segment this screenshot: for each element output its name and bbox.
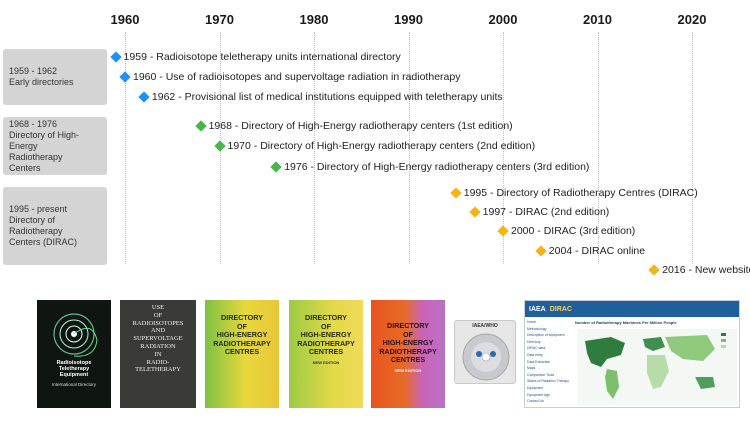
map-title: Number of Radiotherapy Machines Per Mill…: [575, 320, 677, 325]
timeline-event: 1962 - Provisional list of medical insti…: [138, 90, 503, 104]
diamond-marker-icon: [109, 51, 122, 63]
event-label: 1968 - Directory of High-Energy radiothe…: [208, 120, 513, 132]
event-label: 1995 - Directory of Radiotherapy Centres…: [463, 187, 698, 199]
gridline-2000: [503, 32, 504, 264]
timeline-event: 2000 - DIRAC (3rd edition): [497, 224, 636, 238]
timeline-event: 1960 - Use of radioisotopes and supervol…: [119, 70, 461, 84]
diamond-marker-icon: [497, 225, 509, 237]
website-nav-item[interactable]: Maps: [527, 366, 536, 371]
period-range: 1959 - 1962: [9, 66, 58, 76]
website-nav-item[interactable]: Contact Us: [527, 399, 544, 404]
cover-title: DIRECTORY OF HIGH-ENERGY RADIOTHERAPY CE…: [379, 321, 437, 364]
website-nav-item[interactable]: DIRAC data: [527, 346, 546, 351]
diamond-marker-icon: [535, 245, 547, 257]
website-nav-item[interactable]: Home: [527, 320, 537, 324]
website-nav-item[interactable]: Status of Radiation Therapy Equipment: [527, 379, 569, 390]
period-box: 1959 - 1962 Early directories: [3, 49, 107, 105]
timeline-event: 1970 - Directory of High-Energy radiothe…: [213, 139, 536, 153]
gridline-2010: [597, 32, 599, 264]
event-label: 2000 - DIRAC (3rd edition): [511, 225, 636, 237]
website-nav-item[interactable]: Data entry: [527, 352, 543, 357]
diamond-marker-icon: [648, 264, 660, 276]
dirac-cd: IAEA/WHO: [454, 320, 516, 384]
iaea-logo: IAEA: [529, 305, 546, 313]
diamond-marker-icon: [270, 161, 282, 173]
year-label-2000: 2000: [488, 12, 518, 27]
event-label: 1976 - Directory of High-Energy radiothe…: [284, 161, 590, 173]
event-label: 2004 - DIRAC online: [548, 245, 646, 257]
gridline-2020: [692, 32, 693, 264]
cover-directory-3rd-edition: DIRECTORY OF HIGH-ENERGY RADIOTHERAPY CE…: [371, 300, 445, 408]
dirac-logo: DIRAC: [549, 305, 572, 313]
timeline-event: 1976 - Directory of High-Energy radiothe…: [270, 160, 590, 174]
timeline-event: 1959 - Radioisotope teletherapy units in…: [109, 50, 401, 64]
timeline: 1960 1970 1980 1990 2000 2010 2020 1959 - 1962 E…: [3, 12, 750, 276]
event-label: 1997 - DIRAC (2nd edition): [482, 206, 610, 218]
cover-radioisotope-teletherapy: Radioisotope Teletherapy Equipment Inter…: [37, 300, 111, 408]
event-label: 1959 - Radioisotope teletherapy units in…: [123, 51, 401, 63]
website-nav-item[interactable]: Methodology: [527, 326, 547, 331]
event-label: 1962 - Provisional list of medical insti…: [151, 91, 503, 103]
timeline-event: 1968 - Directory of High-Energy radiothe…: [194, 119, 513, 133]
year-label-2010: 2010: [583, 12, 612, 27]
diamond-marker-icon: [450, 187, 462, 199]
period-range: 1995 - present: [9, 204, 68, 214]
cover-subtitle: NEW EDITION: [394, 368, 422, 373]
world-map: [577, 329, 737, 405]
year-label-2020: 2020: [677, 12, 707, 27]
period-box: 1995 - present Directory of Radiotherapy …: [3, 187, 107, 265]
cover-title: USE OF RADIOISOTOPES AND SUPERVOLTAGE RA…: [132, 304, 184, 374]
cd-disc-icon: [462, 333, 510, 381]
event-label: 1970 - Directory of High-Energy radiothe…: [227, 140, 536, 152]
year-label-1970: 1970: [205, 12, 234, 27]
website-nav-item[interactable]: Comparison Tools: [527, 372, 555, 377]
event-label: 1960 - Use of radioisotopes and supervol…: [133, 71, 461, 83]
cover-use-of-radioisotopes: USE OF RADIOISOTOPES AND SUPERVOLTAGE RA…: [120, 300, 196, 408]
website-nav-item[interactable]: Directory: [527, 339, 541, 344]
timeline-event: 1995 - Directory of Radiotherapy Centres…: [450, 186, 698, 200]
year-label-1990: 1990: [394, 12, 423, 27]
website-header: IAEA DIRAC: [525, 301, 739, 317]
cover-title: DIRECTORY OF HIGH-ENERGY RADIOTHERAPY CE…: [213, 313, 271, 356]
period-name: Directory of High-Energy Radiotherapy Ce…: [9, 129, 80, 173]
gridline-1960: [125, 32, 126, 264]
diamond-marker-icon: [138, 91, 150, 103]
year-label-1960: 1960: [110, 12, 140, 27]
period-range: 1968 - 1976: [9, 118, 58, 129]
spiral-graphic: [53, 313, 98, 357]
gridline-1990: [408, 32, 410, 264]
cover-directory-2nd-edition: DIRECTORY OF HIGH-ENERGY RADIOTHERAPY CE…: [289, 300, 363, 408]
website-nav-item[interactable]: Description of equipment: [527, 333, 565, 338]
cover-directory-1st-edition: DIRECTORY OF HIGH-ENERGY RADIOTHERAPY CE…: [205, 300, 279, 408]
timeline-event: 1997 - DIRAC (2nd edition): [468, 205, 610, 219]
event-label: 2016 - New website: [662, 264, 750, 276]
timeline-event: 2016 - New website: [648, 263, 750, 277]
gridline-1980: [314, 32, 315, 264]
diamond-marker-icon: [213, 140, 226, 152]
period-box: 1968 - 1976 Directory of High-Energy Radi…: [3, 117, 107, 175]
period-name: Early directories: [9, 77, 74, 87]
diamond-marker-icon: [468, 206, 481, 218]
year-label-1980: 1980: [299, 12, 329, 27]
cover-title: Radioisotope Teletherapy Equipment: [56, 360, 92, 378]
website-nav-item[interactable]: Data Extraction: [527, 359, 551, 364]
diamond-marker-icon: [119, 71, 131, 83]
cover-subtitle: International Directory: [51, 382, 97, 387]
cd-label: IAEA/WHO: [472, 323, 498, 329]
cover-title: DIRECTORY OF HIGH-ENERGY RADIOTHERAPY CE…: [297, 313, 355, 356]
website-nav: Home Methodology Description of equipment D…: [527, 319, 571, 405]
timeline-event: 2004 - DIRAC online: [535, 244, 646, 258]
dirac-website-screenshot: IAEA DIRAC Home Methodology Description of…: [524, 300, 740, 408]
cover-subtitle: NEW EDITION: [312, 360, 340, 365]
website-nav-item[interactable]: Equipment Age: [527, 392, 550, 397]
diamond-marker-icon: [194, 120, 207, 132]
period-name: Directory of Radiotherapy Centers (DIRAC…: [9, 215, 78, 247]
